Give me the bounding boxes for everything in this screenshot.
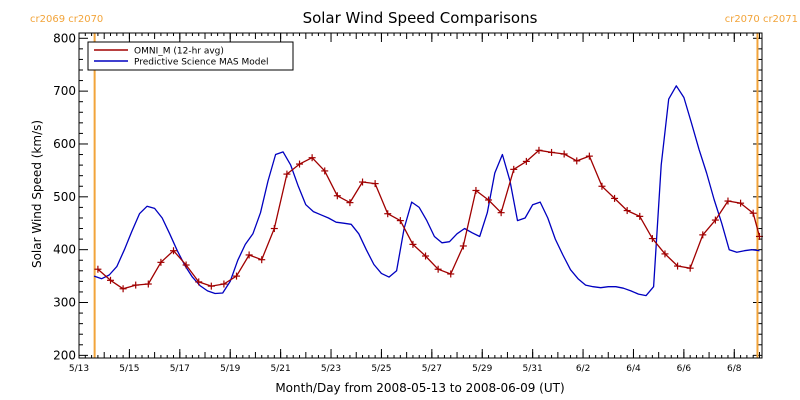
data-point: [94, 265, 102, 273]
data-point: [333, 192, 341, 200]
carrington-markers: cr2069 cr2070 cr2070 cr2071: [30, 14, 798, 358]
x-axis-label: Month/Day from 2008-05-13 to 2008-06-09 …: [275, 381, 564, 395]
x-tick-label: 5/13: [69, 364, 89, 374]
y-tick-label: 500: [53, 190, 76, 204]
data-point: [245, 251, 253, 259]
data-point: [220, 280, 228, 288]
y-axis-label: Solar Wind Speed (km/s): [30, 120, 44, 268]
y-tick-label: 300: [53, 296, 76, 310]
data-point: [296, 160, 304, 168]
carrington-marker-label: cr2069 cr2070: [30, 14, 103, 25]
data-point: [359, 178, 367, 186]
x-tick-label: 5/23: [321, 364, 341, 374]
y-tick-label: 800: [53, 31, 76, 45]
data-point: [459, 242, 467, 250]
data-point: [724, 197, 732, 205]
x-tick-label: 5/17: [170, 364, 190, 374]
data-point: [321, 167, 329, 175]
data-point: [157, 258, 165, 266]
data-point: [522, 157, 530, 165]
x-tick-label: 5/31: [523, 364, 543, 374]
data-point: [737, 199, 745, 207]
data-point: [661, 250, 669, 258]
data-point: [384, 210, 392, 218]
data-point: [396, 217, 404, 225]
data-point: [611, 194, 619, 202]
x-tick-label: 5/21: [271, 364, 291, 374]
data-point: [346, 199, 354, 207]
x-tick-label: 5/27: [422, 364, 442, 374]
series-layer: [93, 85, 763, 297]
data-point: [585, 152, 593, 160]
y-tick-label: 700: [53, 84, 76, 98]
x-tick-label: 6/2: [576, 364, 590, 374]
data-point: [674, 262, 682, 270]
plot-frame: [78, 32, 763, 359]
data-point: [144, 280, 152, 288]
data-point: [711, 216, 719, 224]
chart-title: Solar Wind Speed Comparisons: [303, 9, 538, 27]
data-point: [207, 282, 215, 290]
x-tick-label: 5/29: [472, 364, 492, 374]
data-point: [648, 235, 656, 243]
data-point: [409, 240, 417, 248]
legend-entry: OMNI_M (12-hr avg): [134, 47, 224, 57]
data-point: [749, 209, 757, 217]
data-point: [283, 170, 291, 178]
data-point: [119, 285, 127, 293]
data-point: [371, 180, 379, 188]
data-point: [182, 261, 190, 269]
series-line: [97, 149, 761, 290]
x-tick-label: 5/19: [220, 364, 240, 374]
data-point: [233, 272, 241, 280]
x-tick-label: 6/4: [626, 364, 641, 374]
data-point: [258, 256, 266, 264]
x-tick-label: 6/8: [727, 364, 742, 374]
data-point: [485, 196, 493, 204]
data-point: [699, 231, 707, 239]
data-point: [170, 247, 178, 255]
x-tick-label: 6/6: [677, 364, 692, 374]
data-point: [107, 276, 115, 284]
y-tick-label: 200: [53, 348, 76, 362]
data-point: [472, 186, 480, 194]
data-point: [434, 265, 442, 273]
data-point: [636, 212, 644, 220]
data-point: [623, 207, 631, 215]
y-tick-label: 600: [53, 137, 76, 151]
data-point: [132, 281, 140, 289]
data-point: [510, 165, 518, 173]
carrington-marker-label: cr2070 cr2071: [725, 14, 798, 25]
legend-entry: Predictive Science MAS Model: [134, 58, 269, 68]
x-tick-label: 5/25: [371, 364, 391, 374]
data-point: [548, 148, 556, 156]
data-point: [308, 154, 316, 162]
data-point: [447, 270, 455, 278]
data-point: [535, 146, 543, 154]
data-point: [270, 225, 278, 233]
axes-layer: 200 300 400 500 600 700 800 5/13 5/15 5/17 5/19 5/2…: [53, 31, 762, 374]
data-point: [598, 182, 606, 190]
series-line: [93, 85, 760, 297]
y-tick-label: 400: [53, 243, 76, 257]
x-tick-label: 5/15: [119, 364, 139, 374]
data-point: [573, 157, 581, 165]
data-point: [422, 252, 430, 260]
data-point: [195, 278, 203, 286]
data-point: [560, 150, 568, 158]
data-point: [497, 209, 505, 217]
legend-box: [87, 41, 294, 71]
data-point: [686, 264, 694, 272]
legend: OMNI_M (12-hr avg)Predictive Science MAS…: [87, 41, 294, 71]
